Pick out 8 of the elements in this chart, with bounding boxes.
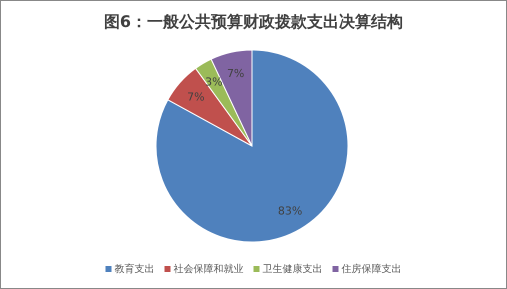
chart-title: 图6：一般公共预算财政拨款支出决算结构 [104,12,404,31]
data-label: 7% [226,66,244,80]
data-label: 83% [278,204,302,218]
legend-label: 卫生健康支出 [262,263,322,275]
legend-label: 社会保障和就业 [174,263,244,275]
legend-label: 教育支出 [114,263,154,275]
data-label: 7% [187,90,205,104]
legend-label: 住房保障支出 [342,263,402,275]
